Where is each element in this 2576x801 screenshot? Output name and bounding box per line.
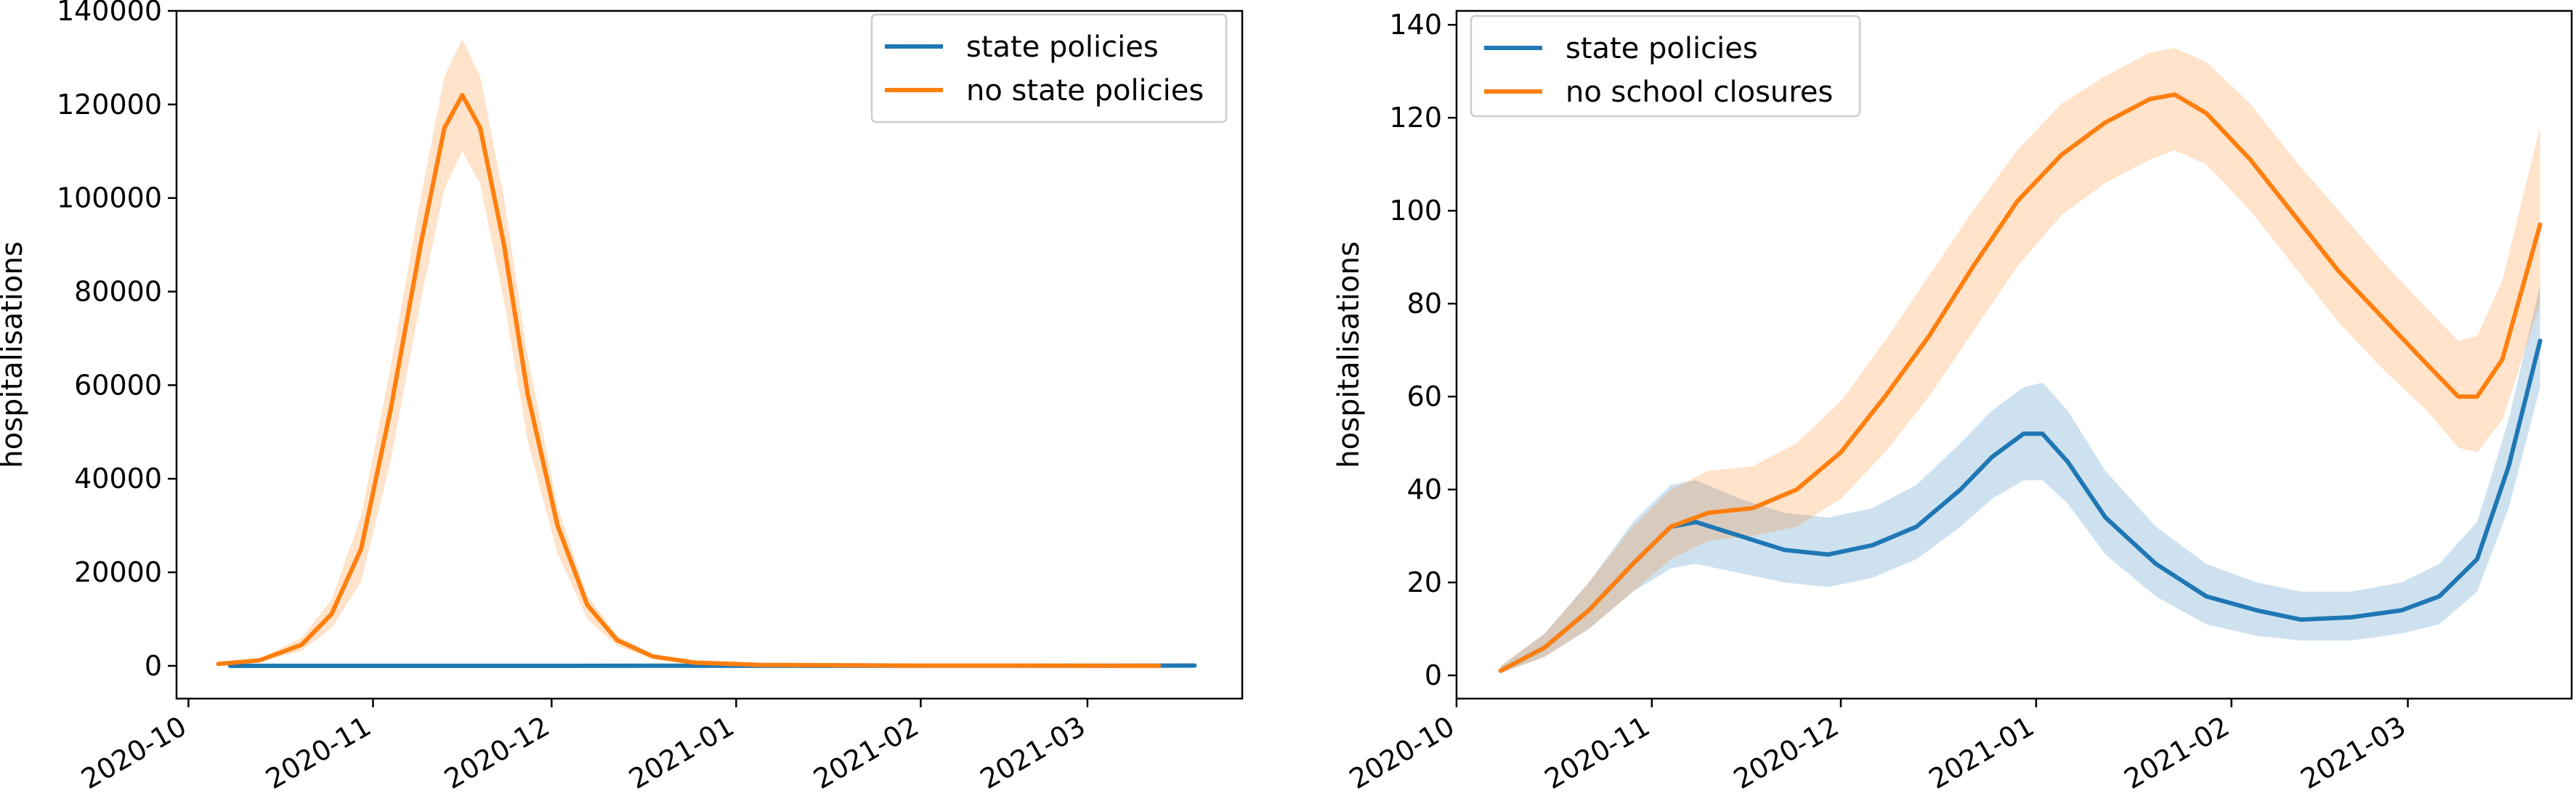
x-tick-label: 2021-01 bbox=[623, 710, 740, 795]
y-tick-label: 120 bbox=[1389, 102, 1442, 134]
left-chart: 0 20000 40000 60000 80000 100000 120000 140000 2… bbox=[0, 0, 1244, 795]
x-tick-label: 2021-02 bbox=[808, 710, 924, 795]
legend: state policies no state policies bbox=[870, 13, 1228, 123]
x-tick-label: 2020-10 bbox=[1344, 710, 1460, 795]
y-tick-label: 140 bbox=[1389, 9, 1442, 41]
right-chart: 0 20 40 60 80 100 120 140 2020-10 2020-11 2020-12 2… bbox=[1332, 9, 2573, 795]
y-tick-label: 0 bbox=[145, 650, 162, 682]
legend-box bbox=[1470, 15, 1861, 118]
y-tick-label: 140000 bbox=[57, 0, 162, 27]
y-tick-label: 40 bbox=[1407, 473, 1442, 505]
x-tick-label: 2021-03 bbox=[975, 710, 1091, 795]
y-tick-label: 40000 bbox=[74, 463, 162, 495]
y-tick-label: 120000 bbox=[57, 89, 162, 121]
y-tick-label: 80000 bbox=[74, 276, 162, 308]
y-tick-label: 0 bbox=[1425, 659, 1442, 691]
plot-frame bbox=[175, 9, 1244, 700]
x-tick-label: 2020-12 bbox=[439, 710, 555, 795]
y-tick-label: 100 bbox=[1389, 195, 1442, 227]
legend-box bbox=[870, 13, 1228, 123]
legend-label-1: no state policies bbox=[966, 74, 1204, 107]
legend: state policies no school closures bbox=[1470, 15, 1861, 118]
legend-label-0: state policies bbox=[966, 31, 1159, 64]
plot-frame bbox=[1455, 9, 2573, 700]
legend-label-0: state policies bbox=[1566, 32, 1758, 65]
x-tick-label: 2020-12 bbox=[1728, 710, 1844, 795]
x-tick-label: 2020-11 bbox=[1539, 710, 1656, 795]
x-tick-label: 2021-01 bbox=[1924, 710, 2040, 795]
confidence-band-0 bbox=[1500, 285, 2540, 673]
y-tick-label: 60 bbox=[1407, 381, 1442, 412]
legend-label-1: no school closures bbox=[1566, 76, 1833, 109]
x-tick-label: 2021-02 bbox=[2119, 710, 2235, 795]
y-tick-label: 20000 bbox=[74, 556, 162, 588]
y-axis-label: hospitalisations bbox=[0, 241, 29, 468]
x-tick-label: 2020-11 bbox=[260, 710, 376, 795]
y-axis-label: hospitalisations bbox=[1332, 241, 1366, 468]
confidence-band-1 bbox=[1500, 48, 2540, 673]
series-line-1 bbox=[216, 93, 1162, 668]
y-tick-label: 60000 bbox=[74, 369, 162, 401]
confidence-band-1 bbox=[218, 38, 1159, 666]
y-tick-label: 80 bbox=[1407, 288, 1442, 320]
y-tick-label: 20 bbox=[1407, 566, 1442, 598]
x-tick-label: 2020-10 bbox=[76, 710, 192, 795]
y-tick-label: 100000 bbox=[57, 182, 162, 214]
series-line-1 bbox=[1498, 92, 2543, 673]
x-tick-label: 2021-03 bbox=[2296, 710, 2412, 795]
